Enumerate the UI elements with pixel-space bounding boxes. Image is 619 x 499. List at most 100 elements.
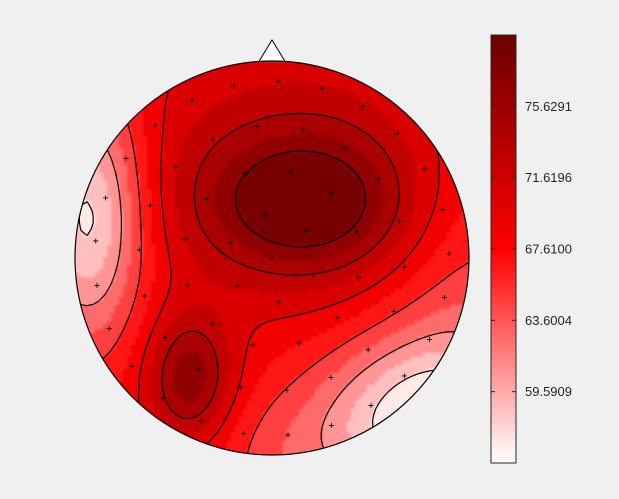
map-cell	[243, 257, 248, 262]
map-cell	[91, 153, 96, 158]
map-cell	[159, 81, 164, 86]
map-cell	[427, 229, 432, 234]
map-cell	[91, 249, 96, 254]
map-cell	[143, 209, 148, 214]
map-cell	[127, 61, 132, 66]
map-cell	[151, 205, 156, 210]
map-cell	[91, 257, 96, 262]
map-cell	[91, 61, 96, 66]
map-cell	[415, 85, 420, 90]
map-cell	[339, 165, 344, 170]
map-cell	[311, 69, 316, 74]
map-cell	[327, 69, 332, 74]
map-cell	[319, 97, 324, 102]
map-cell	[407, 137, 412, 142]
map-cell	[283, 193, 288, 198]
map-cell	[171, 189, 176, 194]
map-cell	[423, 241, 428, 246]
map-cell	[151, 217, 156, 222]
map-cell	[283, 189, 288, 194]
map-cell	[143, 137, 148, 142]
map-cell	[255, 209, 260, 214]
map-cell	[215, 157, 220, 162]
map-cell	[295, 213, 300, 218]
map-cell	[195, 125, 200, 130]
map-cell	[211, 213, 216, 218]
map-cell	[271, 93, 276, 98]
map-cell	[131, 225, 136, 230]
map-cell	[219, 213, 224, 218]
map-cell	[163, 61, 168, 66]
map-cell	[343, 121, 348, 126]
map-cell	[391, 197, 396, 202]
map-cell	[191, 81, 196, 86]
map-cell	[183, 181, 188, 186]
map-cell	[183, 193, 188, 198]
map-cell	[183, 113, 188, 118]
map-cell	[283, 257, 288, 262]
map-cell	[111, 97, 116, 102]
map-cell	[211, 77, 216, 82]
map-cell	[275, 257, 280, 262]
map-cell	[147, 69, 152, 74]
map-cell	[175, 253, 180, 258]
map-cell	[183, 201, 188, 206]
map-cell	[199, 229, 204, 234]
map-cell	[423, 253, 428, 258]
map-cell	[451, 93, 456, 98]
map-cell	[307, 105, 312, 110]
map-cell	[435, 81, 440, 86]
map-cell	[235, 149, 240, 154]
map-cell	[367, 157, 372, 162]
map-cell	[143, 241, 148, 246]
map-cell	[363, 61, 368, 66]
map-cell	[411, 213, 416, 218]
map-cell	[183, 61, 188, 66]
map-cell	[387, 217, 392, 222]
map-cell	[223, 73, 228, 78]
map-cell	[139, 137, 144, 142]
map-cell	[327, 209, 332, 214]
map-cell	[155, 221, 160, 226]
map-cell	[195, 197, 200, 202]
map-cell	[295, 189, 300, 194]
map-cell	[199, 233, 204, 238]
map-cell	[183, 153, 188, 158]
map-cell	[427, 237, 432, 242]
map-cell	[335, 225, 340, 230]
map-cell	[103, 157, 108, 162]
map-cell	[203, 149, 208, 154]
map-cell	[175, 225, 180, 230]
map-cell	[447, 77, 452, 82]
map-cell	[79, 137, 84, 142]
map-cell	[119, 73, 124, 78]
map-cell	[143, 149, 148, 154]
map-cell	[167, 225, 172, 230]
map-cell	[343, 93, 348, 98]
map-cell	[375, 125, 380, 130]
map-cell	[439, 145, 444, 150]
map-cell	[383, 97, 388, 102]
map-cell	[167, 121, 172, 126]
map-cell	[195, 205, 200, 210]
map-cell	[367, 117, 372, 122]
map-cell	[463, 61, 468, 66]
map-cell	[251, 209, 256, 214]
map-cell	[195, 157, 200, 162]
map-cell	[79, 89, 84, 94]
map-cell	[395, 201, 400, 206]
map-cell	[143, 253, 148, 258]
map-cell	[419, 241, 424, 246]
map-cell	[295, 141, 300, 146]
map-cell	[191, 93, 196, 98]
map-cell	[467, 137, 469, 142]
map-cell	[443, 133, 448, 138]
map-cell	[251, 177, 256, 182]
map-cell	[315, 177, 320, 182]
map-cell	[243, 233, 248, 238]
map-cell	[263, 141, 268, 146]
map-cell	[183, 97, 188, 102]
map-cell	[411, 185, 416, 190]
map-cell	[351, 149, 356, 154]
map-cell	[211, 173, 216, 178]
